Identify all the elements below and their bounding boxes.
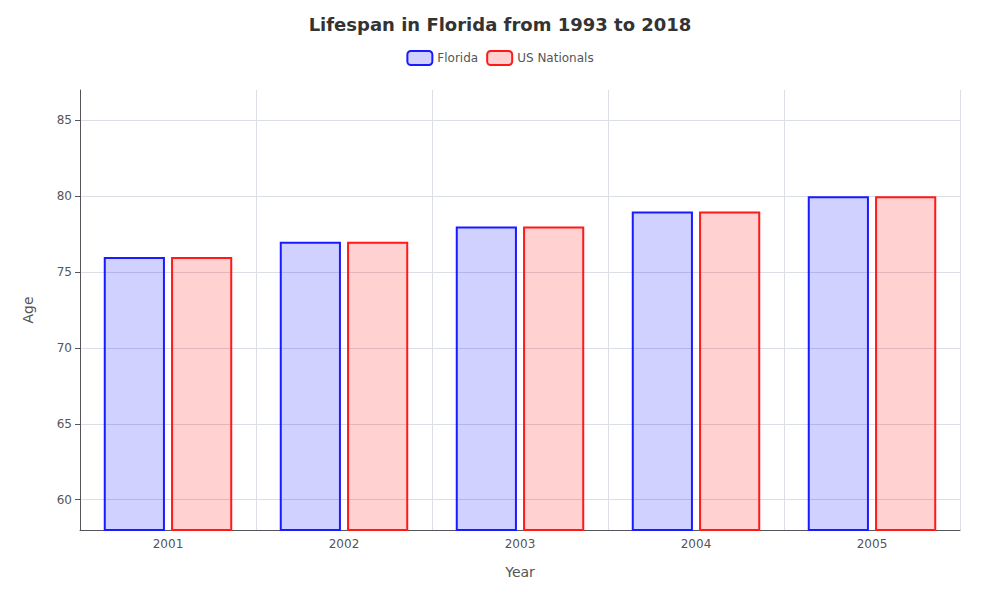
svg-text:2003: 2003 xyxy=(505,537,536,551)
svg-text:Year: Year xyxy=(504,564,535,580)
svg-text:2004: 2004 xyxy=(681,537,712,551)
svg-text:2005: 2005 xyxy=(857,537,888,551)
svg-text:60: 60 xyxy=(57,493,72,507)
svg-text:70: 70 xyxy=(57,341,72,355)
svg-text:Age: Age xyxy=(20,296,36,323)
svg-text:85: 85 xyxy=(57,113,72,127)
svg-text:75: 75 xyxy=(57,265,72,279)
svg-text:Florida: Florida xyxy=(437,51,478,65)
svg-text:80: 80 xyxy=(57,189,72,203)
svg-text:US Nationals: US Nationals xyxy=(517,51,593,65)
svg-text:2001: 2001 xyxy=(153,537,184,551)
svg-text:65: 65 xyxy=(57,417,72,431)
svg-text:Lifespan in Florida from 1993: Lifespan in Florida from 1993 to 2018 xyxy=(309,14,692,35)
svg-text:2002: 2002 xyxy=(329,537,360,551)
